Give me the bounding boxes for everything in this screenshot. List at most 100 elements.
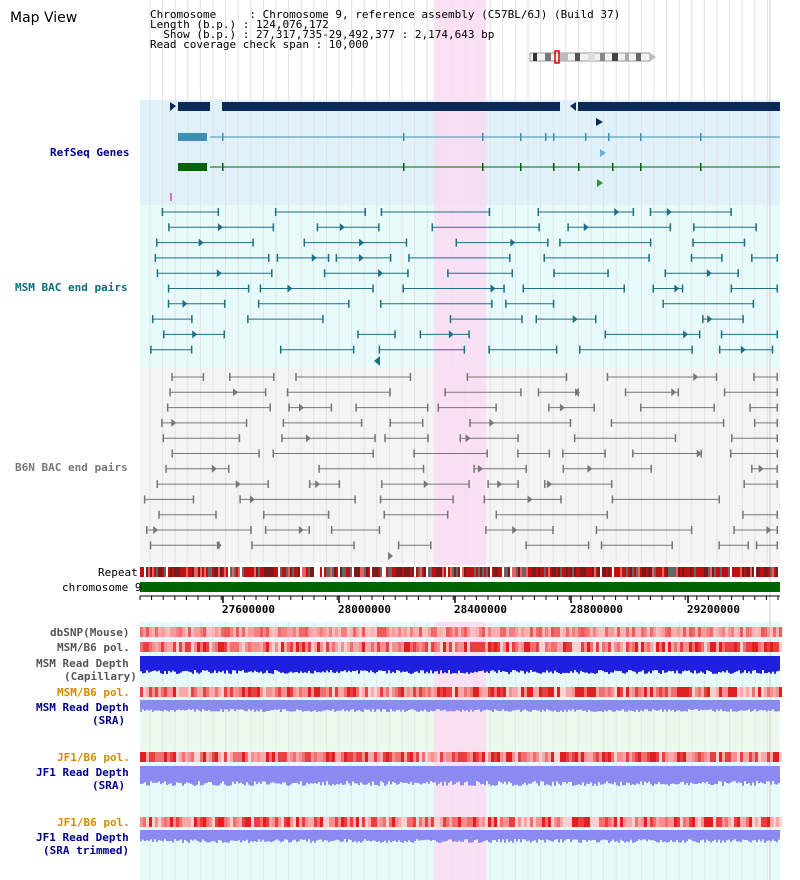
dbsnp-strip-cell [320,627,323,637]
jf1-b6-pol2-strip-cell [770,817,773,827]
jf1-depth-sra-bar [454,766,456,785]
track-label-msm-b6-pol2[interactable]: MSM/B6 pol. [57,686,130,699]
jf1-b6-pol2-strip-cell [347,817,350,827]
msm-b6-pol2-strip-cell [761,687,764,697]
jf1-depth-sra-bar [490,766,492,786]
msm-depth-sra-bar [390,700,392,710]
jf1-b6-pol2-strip-cell [404,817,407,827]
jf1-depth-sra-bar [320,766,322,786]
repeat-feature [426,567,428,577]
msm-b6-pol2-strip-cell [389,687,392,697]
jf1-b6-pol2-strip-cell [470,817,473,827]
msm-depth-capillary-bar [468,656,470,674]
msm-depth-capillary-bar [460,656,462,673]
dbsnp-strip-cell [254,627,257,637]
jf1-b6-pol2-strip-cell [596,817,599,827]
msm-b6-pol-strip-cell [194,642,197,652]
repeat-feature [454,567,456,577]
dbsnp-strip-cell [224,627,227,637]
b6n-bac-arrow [512,526,518,534]
track-label-msm-depth-sra[interactable]: MSM Read Depth [36,701,129,714]
jf1-depth-trimmed-bar [636,830,638,842]
jf1-b6-pol-strip-cell [425,752,428,762]
msm-depth-capillary-bar [722,656,724,672]
repeat-feature [366,567,368,577]
jf1-b6-pol2-strip-cell [194,817,197,827]
repeat-feature [500,567,502,577]
repeat-feature [336,567,338,577]
track-label-jf1-pol[interactable]: JF1/B6 pol. [57,751,130,764]
msm-depth-sra-bar [394,700,396,712]
msm-depth-capillary-bar [362,656,364,671]
msm-depth-capillary-bar [338,656,340,674]
jf1-b6-pol-strip-cell [506,752,509,762]
msm-depth-sra-bar [476,700,478,710]
jf1-b6-pol2-strip-cell [272,817,275,827]
track-label-msm-bac[interactable]: MSM BAC end pairs [15,281,128,294]
repeat-feature [570,567,572,577]
gene-exon [520,163,522,171]
msm-depth-capillary-bar [534,656,536,672]
msm-b6-pol-strip-cell [578,642,581,652]
jf1-b6-pol2-strip-cell [680,817,683,827]
repeat-feature [362,567,364,577]
msm-b6-pol2-strip-cell [350,687,353,697]
dbsnp-strip-cell [335,627,338,637]
msm-b6-pol-strip-cell [446,642,449,652]
msm-b6-pol-strip-cell [236,642,239,652]
msm-depth-capillary-bar [292,656,294,673]
msm-depth-sra-bar [354,700,356,712]
repeat-feature [746,567,748,577]
track-label-msm-b6-pol[interactable]: MSM/B6 pol. [57,641,130,654]
jf1-b6-pol2-strip-cell [422,817,425,827]
jf1-depth-trimmed-bar [716,830,718,843]
dbsnp-strip-cell [701,627,704,637]
repeat-feature [272,567,274,577]
msm-b6-pol-strip-cell [518,642,521,652]
track-label-b6n-bac[interactable]: B6N BAC end pairs [15,461,128,474]
jf1-depth-sra-bar [506,766,508,785]
b6n-bac-end [286,388,289,397]
jf1-depth-trimmed-bar [608,830,610,843]
repeat-feature [424,567,426,577]
track-label-jf1-pol2[interactable]: JF1/B6 pol. [57,816,130,829]
repeat-feature [372,567,374,577]
repeat-feature [766,567,768,577]
msm-depth-capillary-bar [670,656,672,672]
jf1-b6-pol-strip-cell [266,752,269,762]
jf1-depth-trimmed-bar [704,830,706,843]
dbsnp-strip-cell [437,627,440,637]
jf1-depth-trimmed-bar [474,830,476,840]
msm-b6-pol2-strip-cell [260,687,263,697]
msm-b6-pol-strip-cell [365,642,368,652]
info-coverage-span: Read coverage check span : 10,000 [150,38,369,51]
track-label-msm-depth-cap[interactable]: MSM Read Depth [36,657,129,670]
jf1-depth-sra-bar [340,766,342,784]
jf1-depth-trimmed-bar [672,830,674,842]
track-label-dbsnp[interactable]: dbSNP(Mouse) [50,626,130,639]
track-label-refseq[interactable]: RefSeq Genes [50,146,130,159]
dbsnp-strip-cell [725,627,728,637]
jf1-depth-trimmed-bar [638,830,640,840]
jf1-b6-pol2-strip-cell [776,817,779,827]
msm-depth-sra-bar [252,700,254,710]
track-label-jf1-depth[interactable]: JF1 Read Depth [36,766,129,779]
msm-b6-pol-strip-cell [143,642,146,652]
jf1-depth-sra-bar [380,766,382,782]
jf1-depth-trimmed-bar [414,830,416,842]
msm-depth-capillary-bar [400,656,402,673]
jf1-depth-sra-bar [286,766,288,786]
repeat-feature [542,567,544,577]
jf1-depth-trimmed-bar [670,830,672,841]
repeat-feature [642,567,644,577]
dbsnp-strip-cell [446,627,449,637]
repeat-feature [438,567,440,577]
msm-bac-end [276,253,279,262]
msm-depth-sra-bar [742,700,744,711]
jf1-depth-sra-bar [300,766,302,782]
msm-depth-capillary-bar [672,656,674,671]
dbsnp-strip-cell [710,627,713,637]
track-label-jf1-trim[interactable]: JF1 Read Depth [36,831,129,844]
jf1-depth-trimmed-bar [148,830,150,841]
